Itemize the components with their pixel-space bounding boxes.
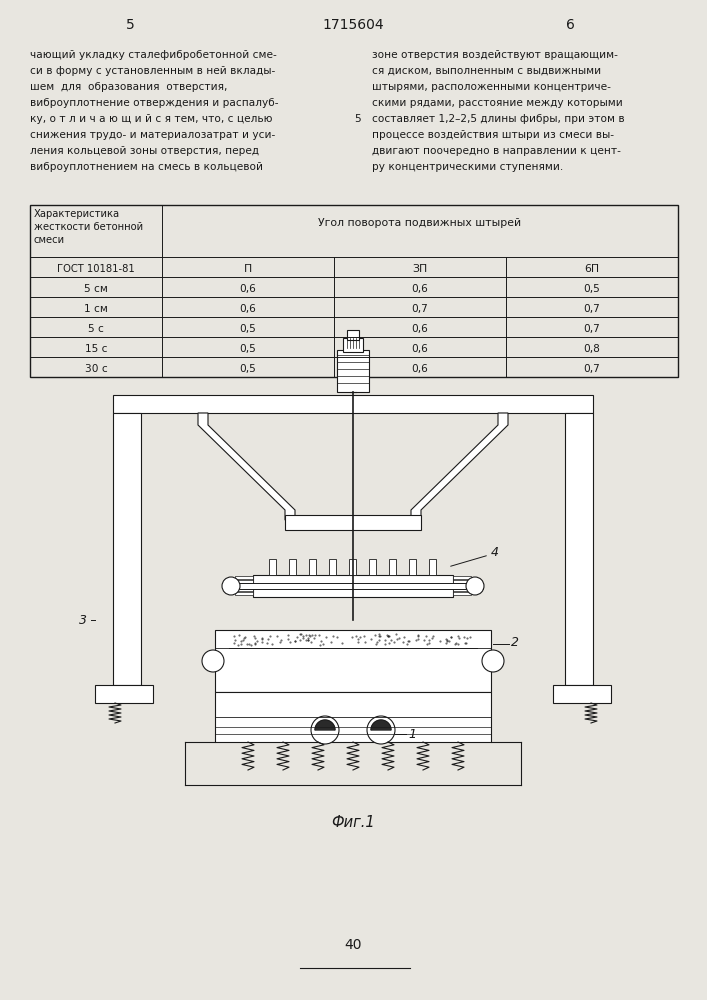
Bar [285,515,421,530]
Text: скими рядами, расстояние между которыми: скими рядами, расстояние между которыми [372,98,623,108]
Bar [310,559,317,575]
Text: 5 с: 5 с [88,324,104,334]
Text: 0,8: 0,8 [583,344,600,354]
Text: П: П [244,264,252,274]
Bar [235,592,253,595]
Circle shape [482,650,504,672]
Text: ру концентрическими ступенями.: ру концентрическими ступенями. [372,162,563,172]
Bar [429,559,436,575]
Text: штырями, расположенными концентриче-: штырями, расположенными концентриче- [372,82,611,92]
Polygon shape [198,413,295,520]
Text: си в форму с установленным в ней вклады-: си в форму с установленным в ней вклады- [30,66,275,76]
Bar [289,559,296,575]
Bar [453,580,471,583]
Text: ку, о т л и ч а ю щ и й с я тем, что, с целью: ку, о т л и ч а ю щ и й с я тем, что, с … [30,114,272,124]
Polygon shape [371,720,391,730]
Text: виброуплотнением на смесь в кольцевой: виброуплотнением на смесь в кольцевой [30,162,263,172]
Text: ЗП: ЗП [412,264,428,274]
Bar [235,580,253,583]
Text: снижения трудо- и материалозатрат и уси-: снижения трудо- и материалозатрат и уси- [30,130,275,140]
Polygon shape [411,413,508,520]
Bar [113,413,141,685]
Bar [223,583,483,589]
Bar [253,575,453,597]
Text: 0,7: 0,7 [583,324,600,334]
Bar [269,559,276,575]
Bar [390,559,397,575]
Text: 0,5: 0,5 [240,344,257,354]
Bar [215,630,491,692]
Bar [329,559,337,575]
Text: 3: 3 [79,613,87,626]
Text: ления кольцевой зоны отверстия, перед: ления кольцевой зоны отверстия, перед [30,146,259,156]
Bar [553,685,611,703]
Text: 30 с: 30 с [85,364,107,374]
Text: 1 см: 1 см [84,304,108,314]
Text: двигают поочередно в направлении к цент-: двигают поочередно в направлении к цент- [372,146,621,156]
Text: 1715604: 1715604 [322,18,384,32]
Text: 0,6: 0,6 [411,364,428,374]
Text: 4: 4 [491,546,499,560]
Text: зоне отверстия воздействуют вращающим-: зоне отверстия воздействуют вращающим- [372,50,618,60]
Circle shape [202,650,224,672]
Text: 0,7: 0,7 [583,364,600,374]
Text: чающий укладку сталефибробетонной сме-: чающий укладку сталефибробетонной сме- [30,50,276,60]
Bar [565,413,593,685]
Text: 0,5: 0,5 [240,364,257,374]
Text: 1: 1 [408,728,416,740]
Text: Фиг.1: Фиг.1 [331,815,375,830]
Bar [30,205,678,377]
Text: 0,6: 0,6 [240,284,257,294]
Polygon shape [315,720,335,730]
Text: 0,5: 0,5 [583,284,600,294]
Text: виброуплотнение отверждения и распалуб-: виброуплотнение отверждения и распалуб- [30,98,279,108]
Text: 6П: 6П [585,264,600,274]
Text: составляет 1,2–2,5 длины фибры, при этом в: составляет 1,2–2,5 длины фибры, при этом… [372,114,624,124]
Text: 2: 2 [511,636,519,648]
Bar [337,350,369,392]
Bar [235,588,253,591]
Text: Угол поворота подвижных штырей: Угол поворота подвижных штырей [318,218,522,228]
Text: 5: 5 [355,114,361,124]
Circle shape [466,577,484,595]
Bar [235,576,253,579]
Circle shape [367,716,395,744]
Bar [113,395,593,413]
Text: процессе воздействия штыри из смеси вы-: процессе воздействия штыри из смеси вы- [372,130,614,140]
Text: 0,7: 0,7 [583,304,600,314]
Text: 40: 40 [344,938,362,952]
Text: ГОСТ 10181-81: ГОСТ 10181-81 [57,264,135,274]
Text: 0,5: 0,5 [240,324,257,334]
Bar [453,584,471,587]
Bar [343,338,363,352]
Bar [215,692,491,742]
Circle shape [311,716,339,744]
Bar [409,559,416,575]
Text: шем  для  образования  отверстия,: шем для образования отверстия, [30,82,228,92]
Text: 0,7: 0,7 [411,304,428,314]
Bar [349,559,356,575]
Text: 0,6: 0,6 [240,304,257,314]
Text: 0,6: 0,6 [411,284,428,294]
Bar [453,588,471,591]
Bar [95,685,153,703]
Bar [235,584,253,587]
Text: 6: 6 [566,18,574,32]
Bar [453,576,471,579]
Text: 0,6: 0,6 [411,324,428,334]
Bar [347,330,359,340]
Text: 15 с: 15 с [85,344,107,354]
Bar [370,559,377,575]
Text: 5: 5 [126,18,134,32]
Text: 0,6: 0,6 [411,344,428,354]
Text: 5 см: 5 см [84,284,108,294]
Text: Характеристика
жесткости бетонной
смеси: Характеристика жесткости бетонной смеси [34,209,143,245]
Circle shape [222,577,240,595]
Bar [453,592,471,595]
Text: ся диском, выполненным с выдвижными: ся диском, выполненным с выдвижными [372,66,601,76]
